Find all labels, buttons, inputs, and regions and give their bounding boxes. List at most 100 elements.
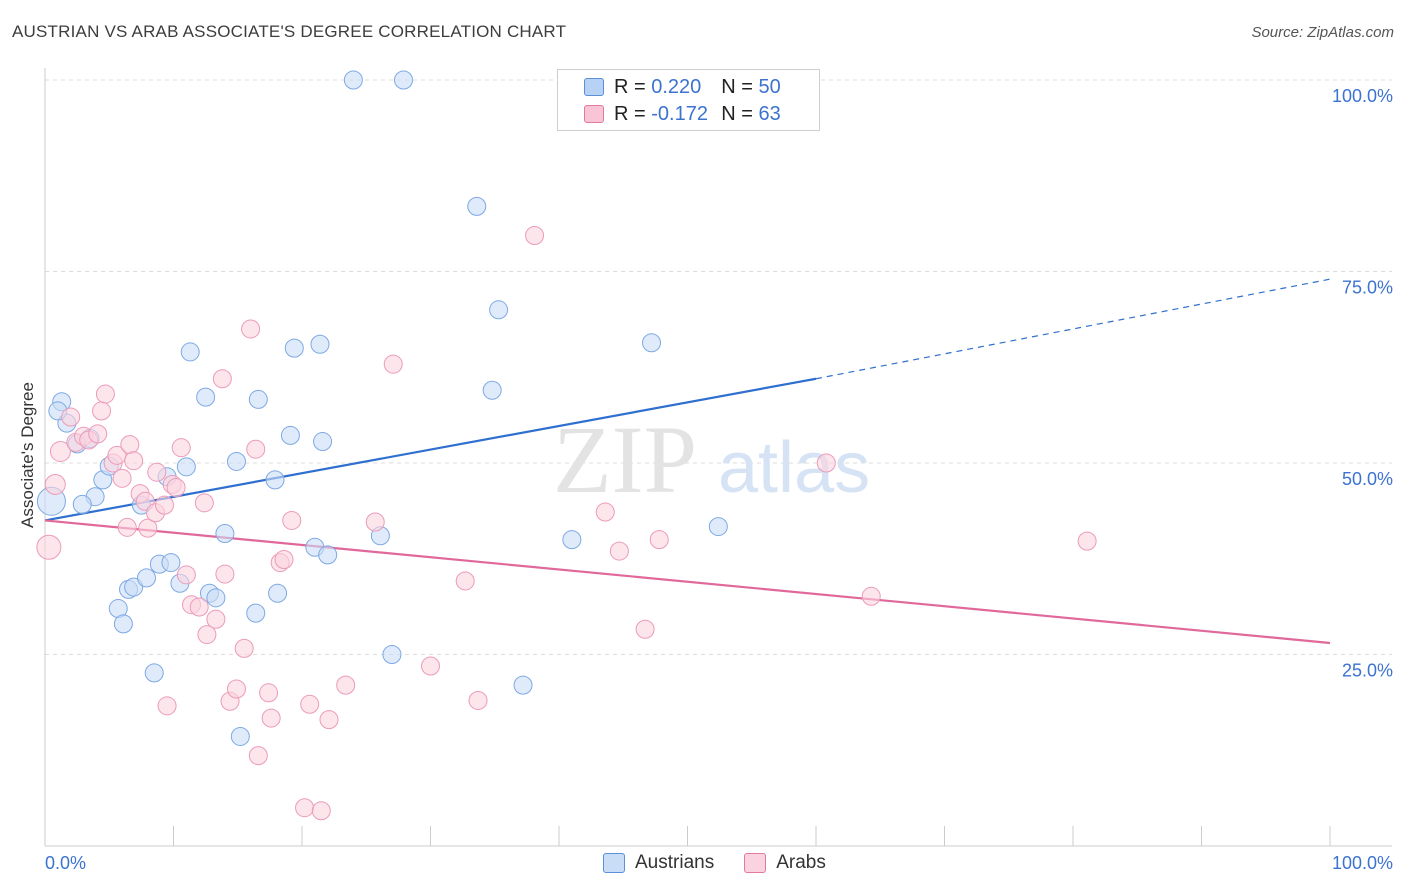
point-austrians xyxy=(382,645,402,664)
legend-n-value: 63 xyxy=(758,102,781,125)
grid-lines xyxy=(45,79,1392,655)
point-arabs xyxy=(816,453,836,473)
point-austrians xyxy=(513,675,533,695)
axes xyxy=(44,68,1392,847)
point-arabs xyxy=(649,530,669,550)
point-arabs xyxy=(194,493,214,513)
y-tick-label: 75.0% xyxy=(1342,278,1393,298)
legend-r-label: R = xyxy=(614,75,646,98)
point-austrians xyxy=(180,342,200,362)
legend-swatch-austrians xyxy=(584,78,604,96)
point-arabs xyxy=(336,675,356,695)
point-arabs xyxy=(300,694,320,714)
legend-label-arabs: Arabs xyxy=(776,852,826,873)
point-arabs xyxy=(155,495,175,515)
point-arabs xyxy=(92,401,112,421)
legend-n-value: 50 xyxy=(758,75,781,98)
point-arabs xyxy=(455,571,475,591)
legend-label-austrians: Austrians xyxy=(635,852,715,873)
tick-labels: 25.0% 50.0% 75.0% 100.0% 0.0% 100.0% xyxy=(45,86,1393,873)
point-arabs xyxy=(124,451,144,471)
point-austrians xyxy=(280,425,300,445)
point-arabs xyxy=(226,679,246,699)
point-austrians xyxy=(113,614,133,634)
point-austrians xyxy=(708,517,728,537)
point-arabs xyxy=(248,746,268,766)
point-arabs xyxy=(241,319,261,339)
point-austrians xyxy=(318,545,338,565)
point-arabs xyxy=(36,534,62,560)
point-austrians xyxy=(196,387,216,407)
legend-item-arabs[interactable]: Arabs xyxy=(744,852,826,874)
legend-swatch-arabs xyxy=(744,853,767,873)
watermark-atlas: atlas xyxy=(718,428,870,508)
point-austrians xyxy=(284,338,304,358)
point-arabs xyxy=(246,439,266,459)
point-arabs xyxy=(274,550,294,570)
legend-n-label: N = xyxy=(721,75,753,98)
trend-extension-austrians xyxy=(815,278,1331,380)
legend-item-austrians[interactable]: Austrians xyxy=(603,852,714,874)
point-arabs xyxy=(49,441,71,463)
point-arabs xyxy=(212,369,232,389)
point-arabs xyxy=(468,690,488,710)
point-arabs xyxy=(197,625,217,645)
point-arabs xyxy=(282,510,302,530)
y-tick-label: 50.0% xyxy=(1342,469,1393,489)
point-austrians xyxy=(642,333,662,353)
point-arabs xyxy=(1077,531,1097,551)
point-arabs xyxy=(234,638,254,658)
y-axis-label: Associate's Degree xyxy=(18,382,37,528)
point-austrians xyxy=(176,457,196,477)
point-austrians xyxy=(215,523,235,543)
point-arabs xyxy=(635,619,655,639)
point-austrians xyxy=(343,70,363,90)
point-arabs xyxy=(421,656,440,676)
point-arabs xyxy=(95,384,115,404)
point-arabs xyxy=(147,462,167,482)
data-points xyxy=(36,70,1097,821)
point-austrians xyxy=(394,70,414,90)
point-austrians xyxy=(246,603,266,623)
point-austrians xyxy=(161,553,181,573)
point-austrians xyxy=(482,380,502,400)
point-austrians xyxy=(144,663,164,683)
point-arabs xyxy=(259,683,279,703)
point-arabs xyxy=(112,468,132,488)
y-tick-label: 25.0% xyxy=(1342,661,1393,681)
point-austrians xyxy=(206,588,226,608)
point-arabs xyxy=(261,708,281,728)
point-arabs xyxy=(295,798,315,818)
point-austrians xyxy=(124,577,144,597)
point-arabs xyxy=(525,225,545,245)
legend-n-label: N = xyxy=(721,102,753,125)
point-arabs xyxy=(88,424,108,444)
point-arabs xyxy=(311,801,331,821)
trend-line-austrians xyxy=(44,377,817,522)
point-arabs xyxy=(189,597,209,617)
point-austrians xyxy=(310,334,330,354)
y-tick-label: 100.0% xyxy=(1332,86,1393,106)
point-arabs xyxy=(365,512,385,532)
point-arabs xyxy=(157,696,177,716)
x-tick-label: 100.0% xyxy=(1332,853,1393,873)
point-arabs xyxy=(171,438,191,458)
point-arabs xyxy=(120,435,140,455)
point-austrians xyxy=(248,389,268,409)
point-arabs xyxy=(319,710,339,730)
point-arabs xyxy=(117,517,137,537)
point-austrians xyxy=(265,470,285,490)
point-austrians xyxy=(562,530,582,550)
watermark: ZIP atlas xyxy=(553,406,870,513)
point-arabs xyxy=(166,478,186,498)
point-arabs xyxy=(861,586,881,606)
point-arabs xyxy=(138,518,158,538)
point-arabs xyxy=(609,541,629,561)
point-arabs xyxy=(61,407,81,427)
trend-line-arabs xyxy=(44,519,1331,645)
point-austrians xyxy=(137,568,157,588)
legend-r-label: R = xyxy=(614,102,646,125)
point-arabs xyxy=(44,473,66,495)
point-arabs xyxy=(206,609,226,629)
